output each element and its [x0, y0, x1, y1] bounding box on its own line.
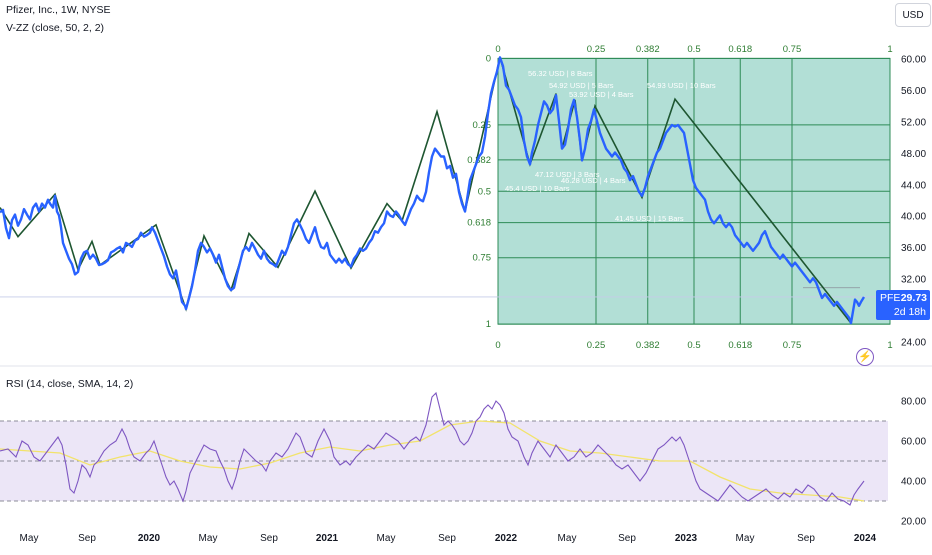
pivot-label: 54.92 USD | 5 Bars [549, 81, 614, 90]
x-tick-label: May [558, 533, 577, 544]
x-tick-label: Sep [797, 533, 815, 544]
x-tick-label: Sep [260, 533, 278, 544]
fib-top-label: 0.75 [783, 44, 802, 55]
fib-bottom-label: 1 [887, 340, 892, 351]
price-tick-label: 52.00 [901, 117, 926, 128]
fib-top-label: 1 [887, 44, 892, 55]
indicator-label[interactable]: V-ZZ (close, 50, 2, 2) [6, 22, 105, 34]
currency-button[interactable]: USD [895, 3, 931, 27]
x-tick-label: 2024 [854, 533, 877, 544]
fib-bottom-label: 0.25 [587, 340, 606, 351]
x-tick-label: 2023 [675, 533, 698, 544]
rsi-line [0, 391, 865, 506]
fib-ratio-label: 0.25 [473, 120, 492, 131]
rsi-ma-line [0, 420, 865, 502]
badge-symbol: PFE [880, 292, 901, 304]
rsi-tick-label: 80.00 [901, 397, 926, 408]
price-tick-label: 48.00 [901, 149, 926, 160]
x-tick-label: May [736, 533, 755, 544]
price-badge: PFE 29.73 2d 18h [876, 290, 930, 320]
lightning-icon[interactable]: ⚡ [856, 348, 874, 366]
x-tick-label: May [199, 533, 218, 544]
rsi-tick-label: 20.00 [901, 517, 926, 528]
price-tick-label: 24.00 [901, 338, 926, 349]
fib-top-label: 0 [495, 44, 500, 55]
badge-countdown: 2d 18h [893, 306, 926, 318]
rsi-tick-label: 40.00 [901, 477, 926, 488]
rsi-pane [0, 391, 888, 506]
fib-top-label: 0.618 [728, 44, 752, 55]
pivot-label: 41.45 USD | 15 Bars [615, 214, 684, 223]
pivot-label: 47.12 USD | 3 Bars [535, 170, 600, 179]
rsi-tick-label: 60.00 [901, 437, 926, 448]
rsi-indicator-label[interactable]: RSI (14, close, SMA, 14, 2) [6, 378, 134, 390]
price-tick-label: 44.00 [901, 180, 926, 191]
price-tick-label: 40.00 [901, 212, 926, 223]
x-tick-label: 2022 [495, 533, 518, 544]
fib-ratio-label: 0.618 [467, 218, 491, 229]
pivot-label: 46.28 USD | 4 Bars [561, 176, 626, 185]
pivot-label: 56.32 USD | 8 Bars [528, 69, 593, 78]
x-tick-label: 2021 [316, 533, 339, 544]
price-line [0, 56, 866, 325]
badge-price: 29.73 [900, 292, 927, 304]
x-tick-label: Sep [78, 533, 96, 544]
x-tick-label: Sep [618, 533, 636, 544]
fib-bottom-label: 0.75 [783, 340, 802, 351]
fib-ratio-label: 0.5 [478, 186, 491, 197]
fibonacci-fan: 0000.250.250.250.3820.3820.3820.50.50.50… [467, 44, 892, 351]
pivot-label: 45.4 USD | 10 Bars [505, 184, 570, 193]
x-tick-label: May [377, 533, 396, 544]
currency-label: USD [902, 9, 924, 21]
fib-ratio-label: 0.382 [467, 155, 491, 166]
fib-bottom-label: 0.382 [636, 340, 660, 351]
price-tick-label: 60.00 [901, 55, 926, 66]
x-tick-label: Sep [438, 533, 456, 544]
fib-ratio-label: 1 [486, 319, 491, 330]
price-tick-label: 32.00 [901, 275, 926, 286]
fib-ratio-label: 0 [486, 53, 491, 64]
x-tick-label: May [20, 533, 39, 544]
fib-bottom-label: 0.618 [728, 340, 752, 351]
fib-bottom-label: 0.5 [687, 340, 700, 351]
fib-top-label: 0.25 [587, 44, 606, 55]
fib-top-label: 0.382 [636, 44, 660, 55]
price-tick-label: 36.00 [901, 243, 926, 254]
fib-ratio-label: 0.75 [473, 253, 492, 264]
fib-bottom-label: 0 [495, 340, 500, 351]
price-tick-label: 56.00 [901, 86, 926, 97]
price-pane: 56.32 USD | 8 Bars 54.92 USD | 5 Bars53.9… [0, 56, 888, 325]
axes: 60.00 56.00 52.00 48.00 44.00 40.00 36.00 32.00… [20, 55, 927, 545]
fib-top-label: 0.5 [687, 44, 700, 55]
pivot-label: 53.92 USD | 4 Bars [569, 90, 634, 99]
pivot-label: 54.93 USD | 10 Bars [647, 81, 716, 90]
x-tick-label: 2020 [138, 533, 161, 544]
symbol-title[interactable]: Pfizer, Inc., 1W, NYSE [6, 4, 111, 16]
